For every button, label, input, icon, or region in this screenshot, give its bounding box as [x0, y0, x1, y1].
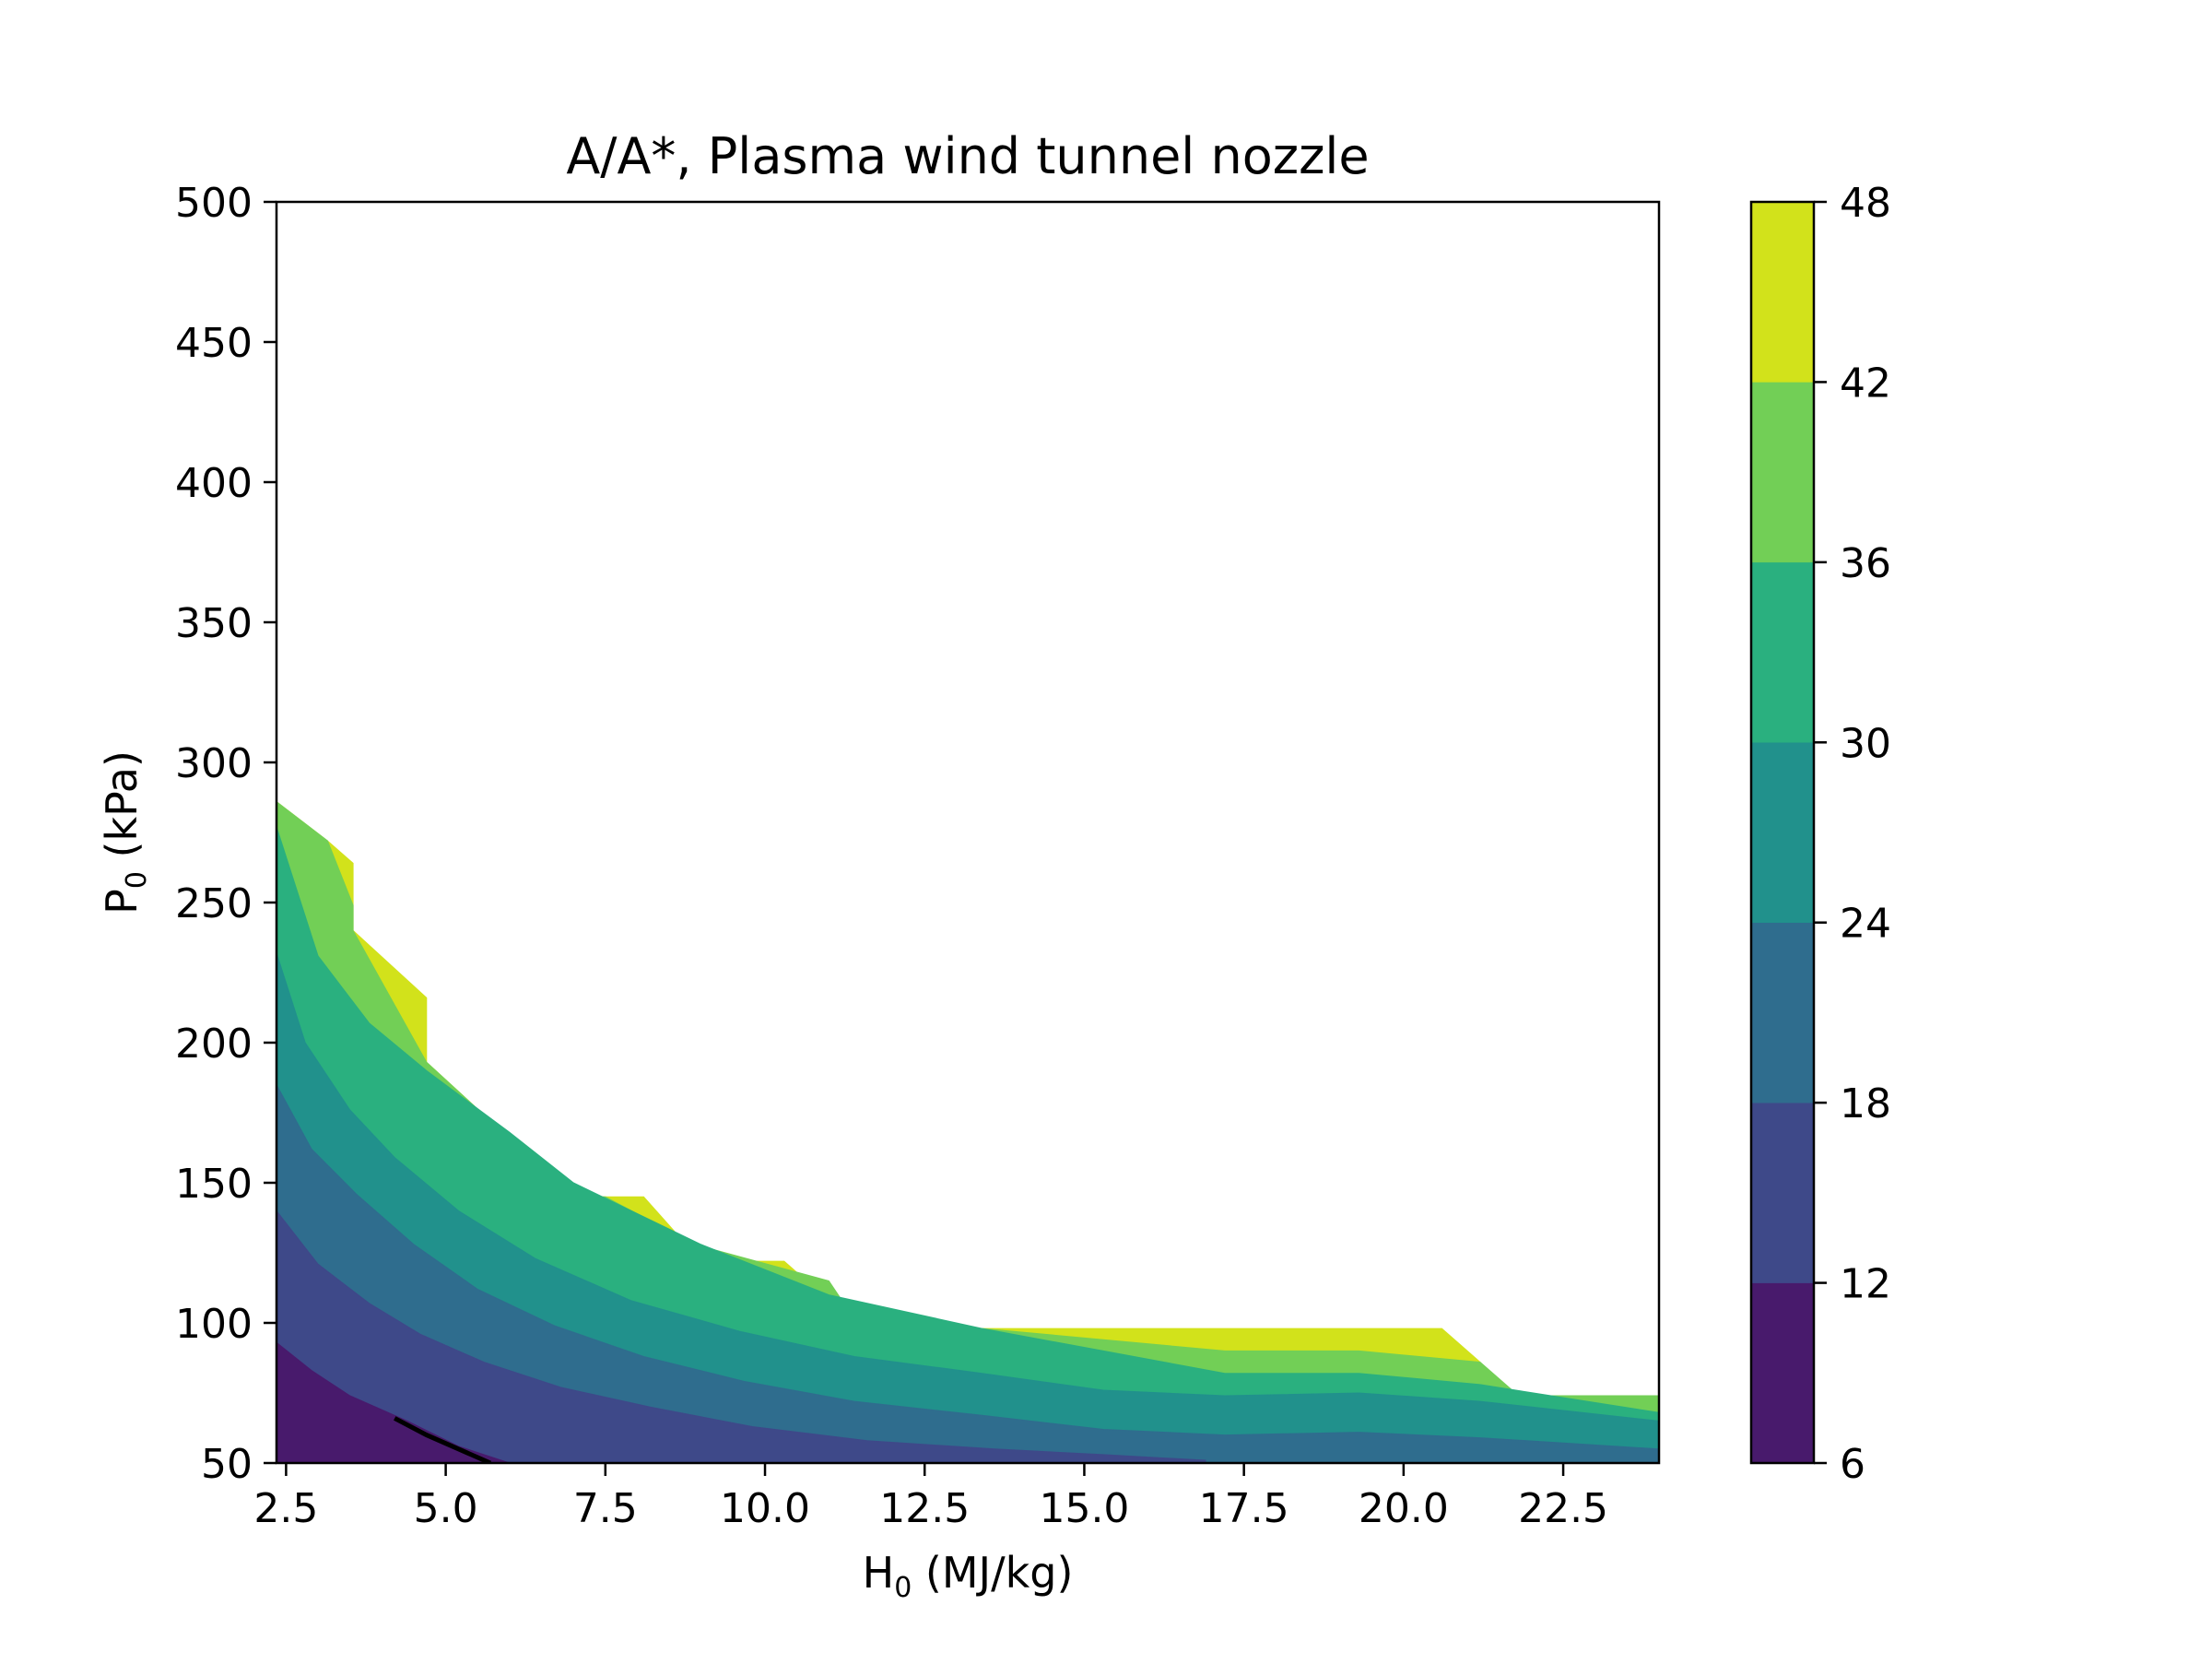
x-tick-label: 22.5 [1518, 1485, 1608, 1532]
colorbar-band [1750, 742, 1815, 923]
colorbar-tick-label: 48 [1840, 180, 1891, 227]
x-axis-label: H0 (MJ/kg) [863, 1548, 1074, 1604]
x-axis-ticks: 2.5 5.0 7.5 10.0 12.5 15.0 17.5 20.0 22.5 [253, 1463, 1608, 1532]
y-tick-label: 100 [175, 1301, 253, 1348]
y-tick-label: 400 [175, 460, 253, 507]
colorbar-tick-label: 42 [1840, 360, 1891, 407]
x-tick-label: 15.0 [1039, 1485, 1129, 1532]
colorbar: 6 12 18 24 30 36 42 48 [1749, 180, 1891, 1488]
colorbar-band [1750, 382, 1815, 563]
x-tick-label: 10.0 [720, 1485, 810, 1532]
y-tick-label: 50 [201, 1441, 253, 1488]
contour-band-24-30 [276, 952, 1659, 1463]
colorbar-tick-label: 6 [1840, 1441, 1865, 1488]
y-tick-label: 350 [175, 600, 253, 647]
x-axis-label-rest: (MJ/kg) [912, 1548, 1073, 1598]
y-tick-label: 250 [175, 880, 253, 927]
contour-line-0 [394, 1416, 492, 1463]
x-tick-label: 20.0 [1359, 1485, 1449, 1532]
colorbar-tick-label: 18 [1840, 1080, 1891, 1127]
y-axis-label: P0 (kPa) [97, 750, 153, 915]
x-tick-label: 2.5 [253, 1485, 318, 1532]
colorbar-band [1750, 201, 1815, 383]
colorbar-band [1750, 1102, 1815, 1283]
y-tick-label: 200 [175, 1021, 253, 1068]
colorbar-bands [1750, 201, 1815, 1464]
y-tick-label: 500 [175, 180, 253, 227]
colorbar-frame [1749, 200, 1816, 1465]
contour-band-18-24 [276, 1084, 1659, 1463]
chart-title: A/A*, Plasma wind tunnel nozzle [566, 127, 1369, 185]
colorbar-band [1750, 1282, 1815, 1464]
contour-lines [394, 1416, 492, 1463]
colorbar-tick-label: 12 [1840, 1261, 1891, 1308]
x-tick-label: 12.5 [879, 1485, 970, 1532]
x-axis-label-sub: 0 [894, 1572, 912, 1604]
colorbar-ticks: 6 12 18 24 30 36 42 48 [1814, 180, 1891, 1488]
y-tick-label: 150 [175, 1161, 253, 1208]
plot-frame [275, 200, 1661, 1465]
contour-bands [276, 800, 1659, 1463]
x-tick-label: 7.5 [573, 1485, 638, 1532]
y-axis-ticks: 50 100 150 200 250 300 350 400 450 500 [175, 180, 276, 1488]
colorbar-band [1750, 922, 1815, 1103]
x-tick-label: 17.5 [1199, 1485, 1289, 1532]
colorbar-band [1750, 561, 1815, 743]
colorbar-tick-label: 24 [1840, 901, 1891, 948]
x-axis-label-main: H [863, 1548, 895, 1598]
contour-band-6-12 [276, 1341, 511, 1463]
y-axis-label-sub: 0 [121, 871, 153, 889]
x-tick-label: 5.0 [414, 1485, 478, 1532]
y-axis-label-main: P [97, 889, 147, 915]
y-axis-label-rest: (kPa) [97, 750, 147, 871]
colorbar-tick-label: 36 [1840, 540, 1891, 587]
y-tick-label: 450 [175, 320, 253, 367]
y-tick-label: 300 [175, 740, 253, 787]
colorbar-tick-label: 30 [1840, 720, 1891, 767]
